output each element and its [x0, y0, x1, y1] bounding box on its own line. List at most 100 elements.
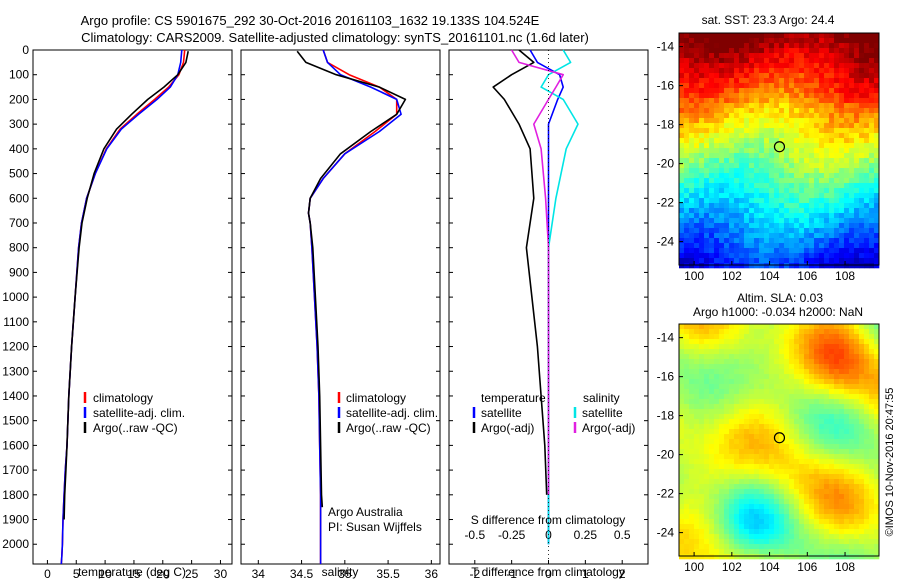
sla-cell	[834, 389, 840, 395]
sst-cell	[874, 68, 880, 74]
sla-cell	[819, 364, 825, 370]
sla-cell	[759, 384, 765, 390]
sla-cell	[754, 439, 760, 445]
sst-cell	[739, 223, 745, 229]
sst-cell	[724, 223, 730, 229]
sla-cell	[679, 474, 685, 480]
sst-cell	[794, 128, 800, 134]
sla-cell	[814, 344, 820, 350]
sla-cell	[744, 474, 750, 480]
sla-cell	[759, 524, 765, 530]
sla-cell	[769, 384, 775, 390]
sla-cell	[854, 469, 860, 475]
sst-cell	[789, 123, 795, 129]
sla-cell	[724, 504, 730, 510]
sla-cell	[784, 539, 790, 545]
sla-cell	[789, 474, 795, 480]
sla-cell	[704, 324, 710, 330]
sla-cell	[689, 519, 695, 525]
sst-cell	[759, 233, 765, 239]
sst-cell	[689, 258, 695, 264]
sla-cell	[819, 489, 825, 495]
sla-cell	[724, 389, 730, 395]
sst-cell	[734, 178, 740, 184]
sla-cell	[744, 354, 750, 360]
sla-cell	[754, 434, 760, 440]
sla-cell	[774, 324, 780, 330]
sla-cell	[719, 404, 725, 410]
sst-cell	[849, 218, 855, 224]
sst-cell	[844, 113, 850, 119]
sst-cell	[709, 153, 715, 159]
sla-cell	[799, 389, 805, 395]
sst-cell	[784, 138, 790, 144]
sla-cell	[819, 519, 825, 525]
sla-cell	[704, 354, 710, 360]
sst-cell	[709, 53, 715, 59]
sla-cell	[709, 499, 715, 505]
sst-cell	[804, 53, 810, 59]
sla-cell	[704, 549, 710, 555]
sla-cell	[739, 544, 745, 550]
sla-cell	[874, 529, 880, 535]
sla-cell	[839, 419, 845, 425]
sst-cell	[829, 58, 835, 64]
sst-cell	[724, 208, 730, 214]
sla-cell	[829, 374, 835, 380]
sst-cell	[849, 228, 855, 234]
sla-cell	[734, 419, 740, 425]
sla-cell	[714, 444, 720, 450]
sla-cell	[854, 369, 860, 375]
sst-cell	[839, 183, 845, 189]
sst-cell	[744, 138, 750, 144]
sla-cell	[704, 544, 710, 550]
sla-cell	[749, 554, 755, 560]
sst-cell	[689, 93, 695, 99]
sst-cell	[684, 228, 690, 234]
sst-cell	[759, 208, 765, 214]
sla-cell	[834, 499, 840, 505]
sla-cell	[809, 379, 815, 385]
sst-cell	[694, 48, 700, 54]
sst-cell	[789, 43, 795, 49]
sst-cell	[839, 58, 845, 64]
sla-cell	[874, 419, 880, 425]
sst-cell	[864, 248, 870, 254]
sst-cell	[754, 178, 760, 184]
sla-cell	[814, 529, 820, 535]
sla-cell	[824, 404, 830, 410]
sst-cell	[689, 163, 695, 169]
sst-cell	[824, 63, 830, 69]
sst-cell	[729, 173, 735, 179]
sst-cell	[769, 158, 775, 164]
sla-cell	[804, 494, 810, 500]
sst-cell	[699, 73, 705, 79]
x-tick-label: 36	[425, 567, 439, 580]
sla-cell	[789, 384, 795, 390]
sla-cell	[749, 424, 755, 430]
sla-cell	[689, 534, 695, 540]
sla-cell	[774, 349, 780, 355]
sla-cell	[834, 439, 840, 445]
sst-cell	[694, 193, 700, 199]
sst-cell	[699, 83, 705, 89]
sst-cell	[729, 48, 735, 54]
sst-cell	[764, 248, 770, 254]
sla-cell	[769, 539, 775, 545]
sst-cell	[749, 253, 755, 259]
sst-cell	[799, 133, 805, 139]
sla-cell	[864, 494, 870, 500]
sst-cell	[779, 168, 785, 174]
sla-cell	[804, 554, 810, 560]
sla-cell	[839, 549, 845, 555]
sst-cell	[829, 128, 835, 134]
sla-cell	[734, 519, 740, 525]
sla-cell	[779, 424, 785, 430]
sla-cell	[739, 419, 745, 425]
sst-cell	[774, 113, 780, 119]
sla-cell	[704, 329, 710, 335]
sst-cell	[784, 48, 790, 54]
sla-cell	[864, 554, 870, 560]
sst-cell	[719, 78, 725, 84]
legend-label-salinity-satellite: satellite	[582, 406, 623, 420]
